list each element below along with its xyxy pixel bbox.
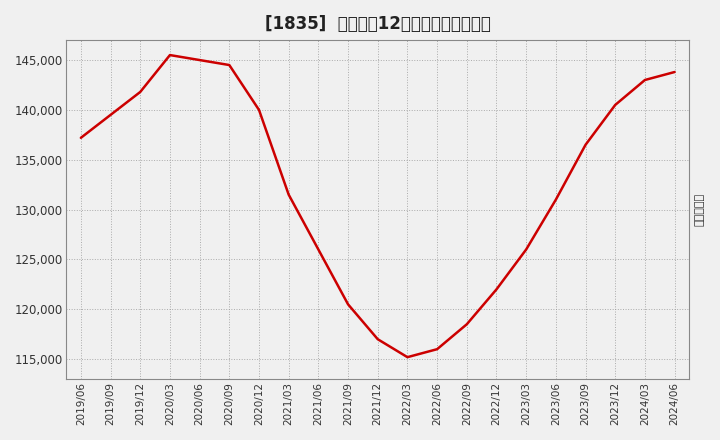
Title: [1835]  売上高の12か月移動合計の推移: [1835] 売上高の12か月移動合計の推移 xyxy=(265,15,490,33)
Y-axis label: （百万円）: （百万円） xyxy=(695,193,705,226)
